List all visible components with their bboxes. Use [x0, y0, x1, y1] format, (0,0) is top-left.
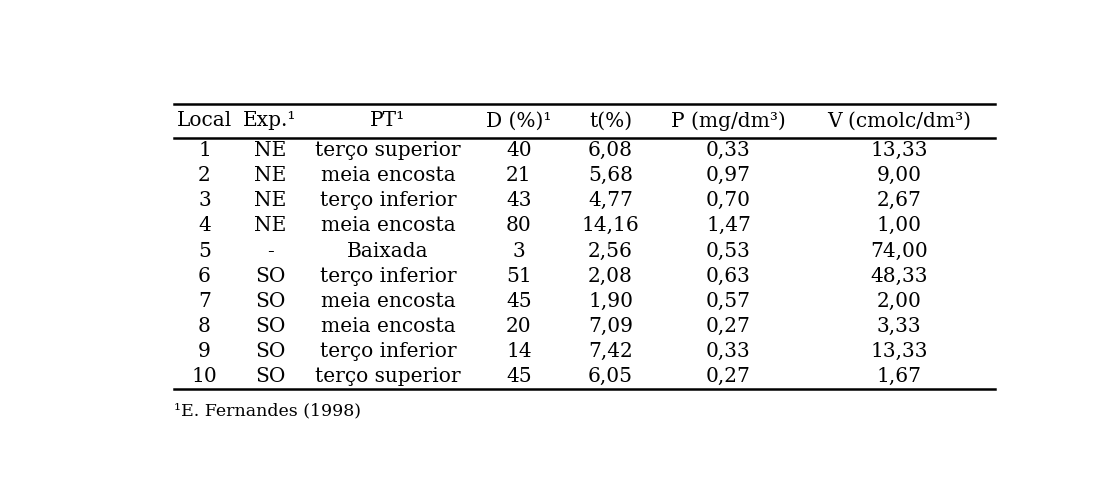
Text: 2,08: 2,08 — [588, 266, 633, 285]
Text: 0,33: 0,33 — [706, 342, 750, 361]
Text: 6: 6 — [198, 266, 211, 285]
Text: terço superior: terço superior — [316, 367, 460, 386]
Text: 9,00: 9,00 — [876, 166, 921, 185]
Text: 13,33: 13,33 — [870, 141, 928, 160]
Text: SO: SO — [255, 342, 285, 361]
Text: 4: 4 — [198, 216, 211, 235]
Text: 0,33: 0,33 — [706, 141, 750, 160]
Text: 21: 21 — [506, 166, 532, 185]
Text: 5,68: 5,68 — [588, 166, 633, 185]
Text: 80: 80 — [506, 216, 532, 235]
Text: NE: NE — [254, 166, 287, 185]
Text: 0,53: 0,53 — [706, 242, 750, 261]
Text: 43: 43 — [506, 191, 532, 210]
Text: P (mg/dm³): P (mg/dm³) — [671, 111, 786, 131]
Text: -: - — [266, 242, 273, 261]
Text: 7,09: 7,09 — [588, 317, 633, 336]
Text: 48,33: 48,33 — [870, 266, 928, 285]
Text: 14,16: 14,16 — [582, 216, 640, 235]
Text: 1,47: 1,47 — [706, 216, 750, 235]
Text: 40: 40 — [506, 141, 532, 160]
Text: ¹E. Fernandes (1998): ¹E. Fernandes (1998) — [174, 403, 361, 419]
Text: 0,27: 0,27 — [706, 367, 750, 386]
Text: 3: 3 — [198, 191, 211, 210]
Text: 2,56: 2,56 — [588, 242, 633, 261]
Text: 74,00: 74,00 — [870, 242, 928, 261]
Text: 5: 5 — [198, 242, 211, 261]
Text: 1,67: 1,67 — [876, 367, 921, 386]
Text: terço superior: terço superior — [316, 141, 460, 160]
Text: 9: 9 — [198, 342, 211, 361]
Text: D (%)¹: D (%)¹ — [486, 111, 552, 130]
Text: 0,70: 0,70 — [706, 191, 752, 210]
Text: Local: Local — [177, 111, 232, 130]
Text: SO: SO — [255, 292, 285, 311]
Text: 2,00: 2,00 — [876, 292, 921, 311]
Text: 14: 14 — [506, 342, 532, 361]
Text: 4,77: 4,77 — [588, 191, 633, 210]
Text: 0,27: 0,27 — [706, 317, 750, 336]
Text: Baixada: Baixada — [347, 242, 428, 261]
Text: Exp.¹: Exp.¹ — [243, 111, 297, 130]
Text: 1: 1 — [198, 141, 211, 160]
Text: meia encosta: meia encosta — [320, 317, 455, 336]
Text: 20: 20 — [506, 317, 532, 336]
Text: 8: 8 — [198, 317, 211, 336]
Text: 45: 45 — [506, 367, 532, 386]
Text: 6,08: 6,08 — [588, 141, 633, 160]
Text: SO: SO — [255, 266, 285, 285]
Text: 1,00: 1,00 — [876, 216, 921, 235]
Text: 3,33: 3,33 — [876, 317, 921, 336]
Text: 7: 7 — [198, 292, 211, 311]
Text: SO: SO — [255, 367, 285, 386]
Text: meia encosta: meia encosta — [320, 166, 455, 185]
Text: PT¹: PT¹ — [370, 111, 406, 130]
Text: NE: NE — [254, 141, 287, 160]
Text: 10: 10 — [192, 367, 217, 386]
Text: t(%): t(%) — [589, 111, 632, 130]
Text: 0,63: 0,63 — [706, 266, 750, 285]
Text: 7,42: 7,42 — [589, 342, 633, 361]
Text: NE: NE — [254, 216, 287, 235]
Text: NE: NE — [254, 191, 287, 210]
Text: 2: 2 — [198, 166, 211, 185]
Text: 2,67: 2,67 — [876, 191, 921, 210]
Text: meia encosta: meia encosta — [320, 216, 455, 235]
Text: 51: 51 — [506, 266, 532, 285]
Text: 45: 45 — [506, 292, 532, 311]
Text: 3: 3 — [513, 242, 525, 261]
Text: terço inferior: terço inferior — [320, 266, 456, 285]
Text: meia encosta: meia encosta — [320, 292, 455, 311]
Text: 0,97: 0,97 — [706, 166, 752, 185]
Text: 6,05: 6,05 — [588, 367, 633, 386]
Text: V (cmolc/dm³): V (cmolc/dm³) — [827, 111, 971, 130]
Text: SO: SO — [255, 317, 285, 336]
Text: terço inferior: terço inferior — [320, 342, 456, 361]
Text: terço inferior: terço inferior — [320, 191, 456, 210]
Text: 0,57: 0,57 — [706, 292, 752, 311]
Text: 1,90: 1,90 — [588, 292, 633, 311]
Text: 13,33: 13,33 — [870, 342, 928, 361]
